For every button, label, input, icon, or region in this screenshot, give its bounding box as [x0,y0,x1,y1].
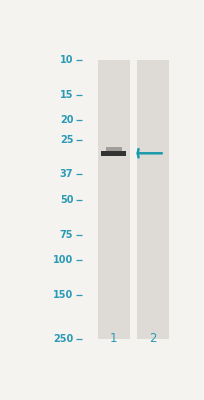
Text: 20: 20 [60,115,73,125]
Bar [136,60,168,339]
Text: 250: 250 [53,334,73,344]
Text: 100: 100 [53,255,73,265]
Bar [105,147,121,151]
Bar [98,60,129,339]
Text: 1: 1 [110,332,117,345]
Text: 75: 75 [60,230,73,240]
Text: 150: 150 [53,290,73,300]
Text: 10: 10 [60,55,73,65]
Text: 50: 50 [60,195,73,205]
Bar [101,150,125,156]
Text: 37: 37 [60,169,73,179]
Text: 15: 15 [60,90,73,100]
Text: 2: 2 [148,332,156,345]
Text: 25: 25 [60,135,73,145]
